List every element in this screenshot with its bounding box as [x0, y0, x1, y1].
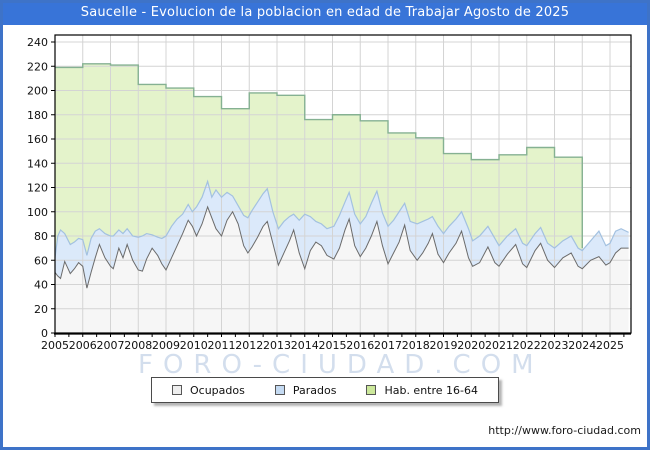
svg-text:2007: 2007: [97, 339, 125, 352]
chart-title-bar: Saucelle - Evolucion de la poblacion en …: [0, 0, 650, 25]
svg-text:140: 140: [27, 157, 48, 170]
svg-text:2023: 2023: [541, 339, 569, 352]
svg-text:2011: 2011: [208, 339, 236, 352]
svg-text:0: 0: [41, 327, 48, 340]
svg-text:2017: 2017: [374, 339, 402, 352]
hab-16-64-swatch-icon: [366, 385, 377, 395]
y-axis-labels: 0 20 40 60 80 100 120 140 160 180 200 220 240: [27, 36, 48, 340]
svg-text:2024: 2024: [568, 339, 596, 352]
svg-text:2012: 2012: [235, 339, 263, 352]
watermark-text: FORO-CIUDAD.COM: [138, 350, 544, 380]
chart-title: Saucelle - Evolucion de la poblacion en …: [80, 5, 570, 20]
legend-item-parados: Parados: [274, 383, 337, 397]
svg-text:2013: 2013: [263, 339, 291, 352]
svg-text:2018: 2018: [402, 339, 430, 352]
svg-text:2025: 2025: [596, 339, 624, 352]
svg-text:200: 200: [27, 85, 48, 98]
legend-box: Ocupados Parados Hab. entre 16-64: [150, 377, 500, 403]
series-lines: [54, 63, 629, 289]
svg-text:240: 240: [27, 36, 48, 49]
svg-text:2016: 2016: [346, 339, 374, 352]
axes: [51, 34, 632, 337]
ocupados-swatch-icon: [171, 385, 182, 395]
svg-text:2005: 2005: [41, 339, 69, 352]
svg-text:2021: 2021: [485, 339, 513, 352]
footer-url: http://www.foro-ciudad.com: [488, 424, 641, 437]
svg-text:2014: 2014: [291, 339, 319, 352]
svg-text:2009: 2009: [152, 339, 180, 352]
svg-text:2008: 2008: [124, 339, 152, 352]
legend-item-hab-16-64: Hab. entre 16-64: [366, 384, 478, 397]
svg-text:220: 220: [27, 60, 48, 73]
legend-item-ocupados: Ocupados: [171, 383, 245, 397]
svg-text:80: 80: [34, 230, 48, 243]
svg-text:2022: 2022: [513, 339, 541, 352]
legend-label-ocupados: Ocupados: [189, 383, 245, 397]
svg-text:180: 180: [27, 109, 48, 122]
svg-text:2006: 2006: [69, 339, 97, 352]
svg-text:2010: 2010: [180, 339, 208, 352]
svg-text:20: 20: [34, 303, 48, 316]
svg-text:120: 120: [27, 182, 48, 195]
svg-text:2020: 2020: [457, 339, 485, 352]
legend-label-parados: Parados: [292, 383, 337, 397]
svg-text:2019: 2019: [430, 339, 458, 352]
svg-text:60: 60: [34, 254, 48, 267]
parados-swatch-icon: [274, 385, 285, 395]
svg-text:160: 160: [27, 133, 48, 146]
x-axis-labels: 2005 2006 2007 2008 2009 2010 2011 2012 2013 2014…: [41, 339, 624, 352]
legend-label-hab-16-64: Hab. entre 16-64: [384, 383, 479, 397]
series-fills: [55, 63, 629, 333]
svg-text:2015: 2015: [319, 339, 347, 352]
svg-text:100: 100: [27, 206, 48, 219]
svg-text:40: 40: [34, 279, 48, 292]
